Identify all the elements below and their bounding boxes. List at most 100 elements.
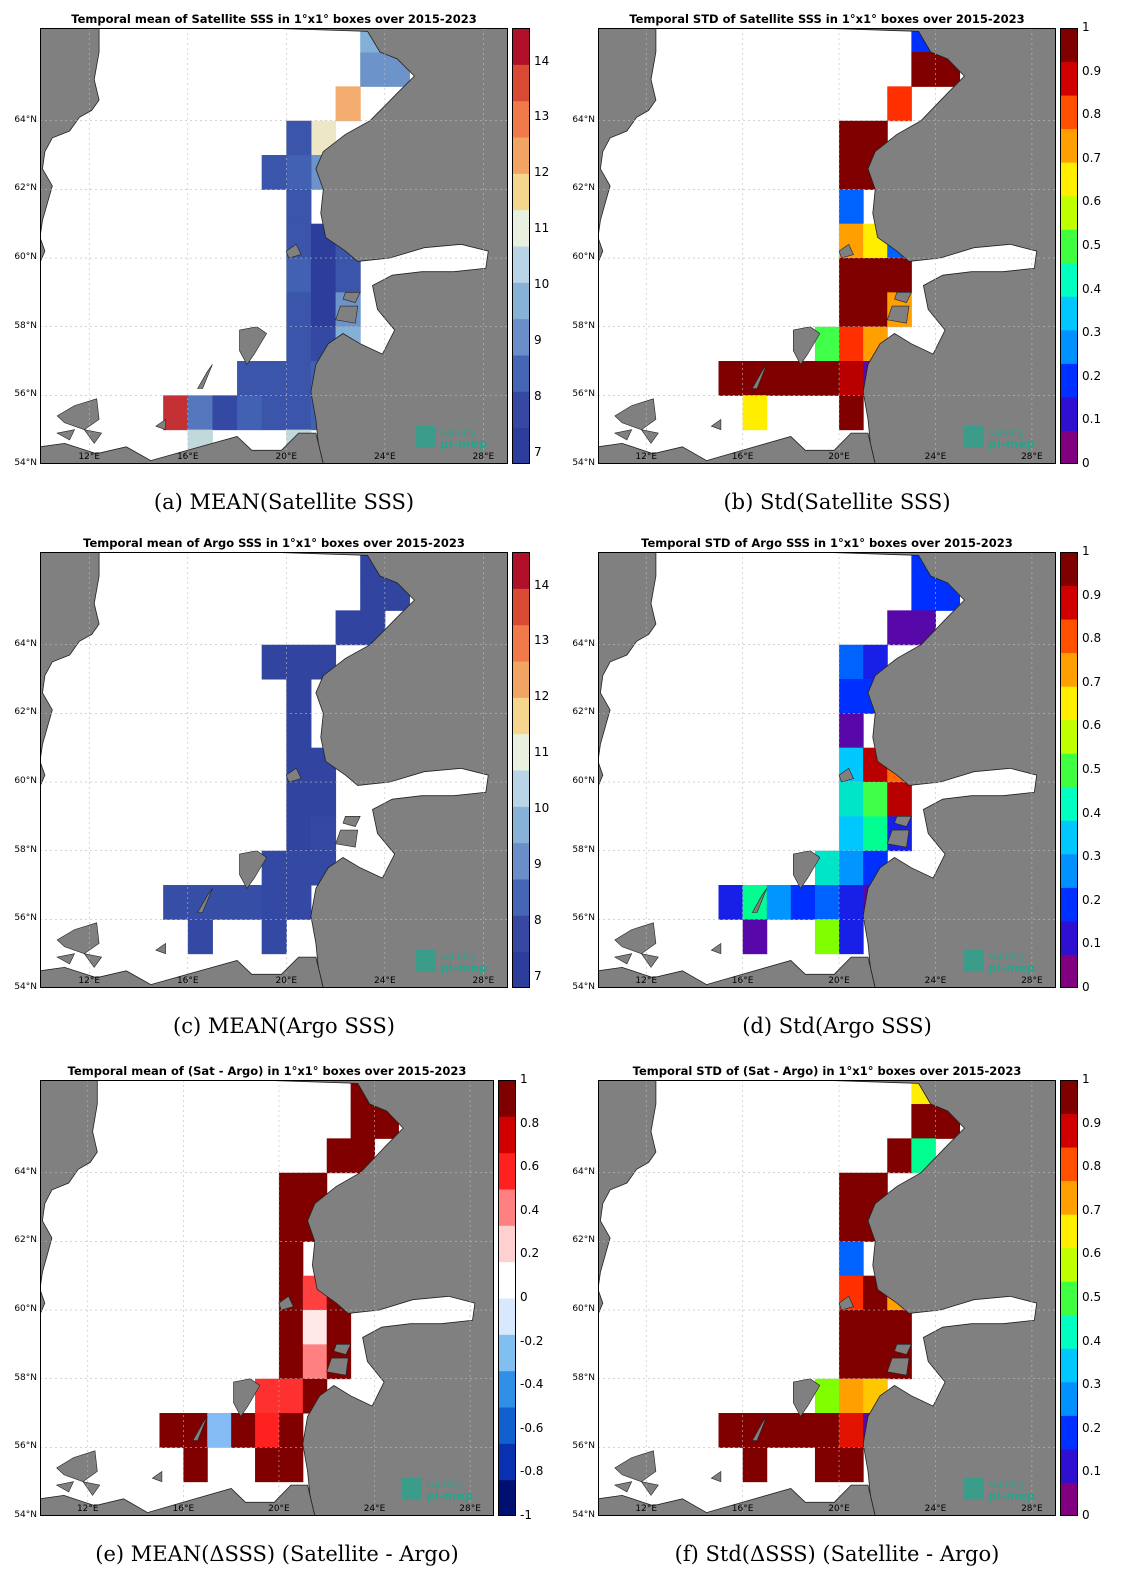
grid-cell — [286, 644, 312, 680]
colorbar-tick-label: 0 — [1082, 980, 1090, 994]
grid-cell — [286, 155, 312, 190]
grid-cell — [286, 258, 312, 293]
grid-cell — [839, 782, 864, 817]
grid-cell — [814, 1413, 840, 1448]
latitude-label: 58°N — [14, 1372, 37, 1383]
colorbar-segment — [512, 137, 530, 174]
longitude-label: 20°E — [275, 976, 298, 986]
logo-text-2: pi-mep — [440, 961, 487, 975]
colorbar-tick-label: 14 — [534, 577, 550, 592]
land-scandinavia — [598, 1080, 657, 1316]
land-southern-coast — [40, 432, 324, 464]
land-scandinavia — [598, 552, 657, 788]
longitude-label: 16°E — [731, 976, 754, 986]
colorbar-segment — [512, 842, 530, 880]
colorbar-segment — [498, 1225, 516, 1263]
map-title: Temporal mean of Satellite SSS in 1°x1° … — [71, 12, 477, 26]
latitude-label: 56°N — [14, 913, 37, 924]
longitude-label: 12°E — [78, 976, 101, 986]
longitude-label: 24°E — [374, 976, 396, 986]
grid-cell — [237, 885, 263, 920]
grid-cell — [814, 361, 840, 396]
latitude-label: 60°N — [572, 252, 595, 263]
logo-icon — [964, 1478, 984, 1500]
colorbar-segment — [1060, 619, 1078, 654]
colorbar-segment — [1060, 887, 1078, 922]
island-shape — [793, 1378, 821, 1417]
colorbar-frame — [1060, 28, 1078, 464]
latitude-label: 56°N — [572, 389, 595, 400]
grid-cell — [839, 155, 864, 190]
colorbar-tick-label: -1 — [520, 1508, 532, 1522]
logo-text-1: salinity — [988, 428, 1024, 439]
colorbar-segment — [512, 28, 530, 65]
longitude-label: 20°E — [275, 452, 298, 462]
island-shape — [197, 888, 213, 913]
grid-cell — [286, 782, 312, 817]
colorbar-tick-label: 9 — [534, 333, 542, 348]
colorbar-tick-label: 10 — [534, 277, 550, 292]
latitude-label: 64°N — [572, 638, 595, 649]
grid-cell — [790, 885, 816, 920]
island-shape — [894, 291, 912, 303]
island-shape — [793, 850, 821, 889]
longitude-label: 24°E — [924, 452, 947, 462]
logo-icon — [416, 950, 436, 972]
colorbar-segment — [512, 100, 530, 138]
grid-cell — [863, 1310, 888, 1345]
island-shape — [197, 364, 213, 389]
grid-cell — [742, 361, 768, 396]
grid-cell — [814, 850, 840, 886]
grid-cell — [814, 1378, 840, 1414]
latitude-label: 60°N — [14, 776, 37, 787]
colorbar-segment — [1060, 396, 1078, 431]
longitude-label: 20°E — [828, 452, 850, 462]
longitude-label: 16°E — [731, 452, 754, 462]
logo-text-2: pi-mep — [988, 1489, 1035, 1503]
colorbar-segment — [1060, 1448, 1078, 1483]
island-shape — [838, 243, 854, 259]
grid-cell — [261, 919, 287, 955]
colorbar-segment — [1060, 753, 1078, 788]
colorbar — [512, 552, 530, 988]
colorbar-segment — [1060, 652, 1078, 687]
land-finland-baltics — [261, 28, 508, 464]
longitude-label: 24°E — [924, 1504, 947, 1514]
longitude-label: 16°E — [176, 976, 199, 986]
colorbar-segment — [1060, 128, 1078, 163]
grid-cell — [261, 644, 287, 680]
longitude-label: 28°E — [1021, 452, 1043, 462]
grid-cell — [302, 1344, 328, 1380]
longitude-label: 16°E — [176, 452, 199, 462]
colorbar-segment — [1060, 1482, 1078, 1516]
grid-cell — [839, 189, 864, 225]
island-shape — [614, 953, 633, 965]
colorbar-tick-label: 0.4 — [520, 1202, 540, 1217]
grid-cell — [286, 189, 312, 225]
figure-caption: (b) Std(Satellite SSS) — [723, 490, 951, 514]
island-shape — [614, 922, 657, 955]
latitude-label: 64°N — [572, 114, 595, 125]
latitude-label: 58°N — [14, 844, 37, 855]
colorbar-segment — [1060, 686, 1078, 721]
grid-cell — [286, 395, 312, 431]
colorbar-tick-label: 0 — [1082, 456, 1090, 470]
latitude-label: 64°N — [14, 114, 37, 125]
grid-cell — [887, 610, 912, 646]
logo-text-1: salinity — [426, 1480, 462, 1491]
island-shape — [285, 767, 302, 783]
grid-cell — [742, 885, 768, 920]
island-shape — [894, 815, 912, 827]
colorbar-segment — [1060, 820, 1078, 855]
colorbar-segment — [498, 1443, 516, 1481]
colorbar-segment — [512, 552, 530, 589]
colorbar-segment — [1060, 95, 1078, 130]
island-shape — [192, 1416, 208, 1441]
map-frame — [598, 552, 1056, 988]
grid-cell — [310, 292, 337, 328]
colorbar-segment — [512, 282, 530, 320]
grid-cell — [766, 885, 792, 920]
map-frame — [598, 28, 1056, 464]
grid-cell — [814, 919, 840, 955]
